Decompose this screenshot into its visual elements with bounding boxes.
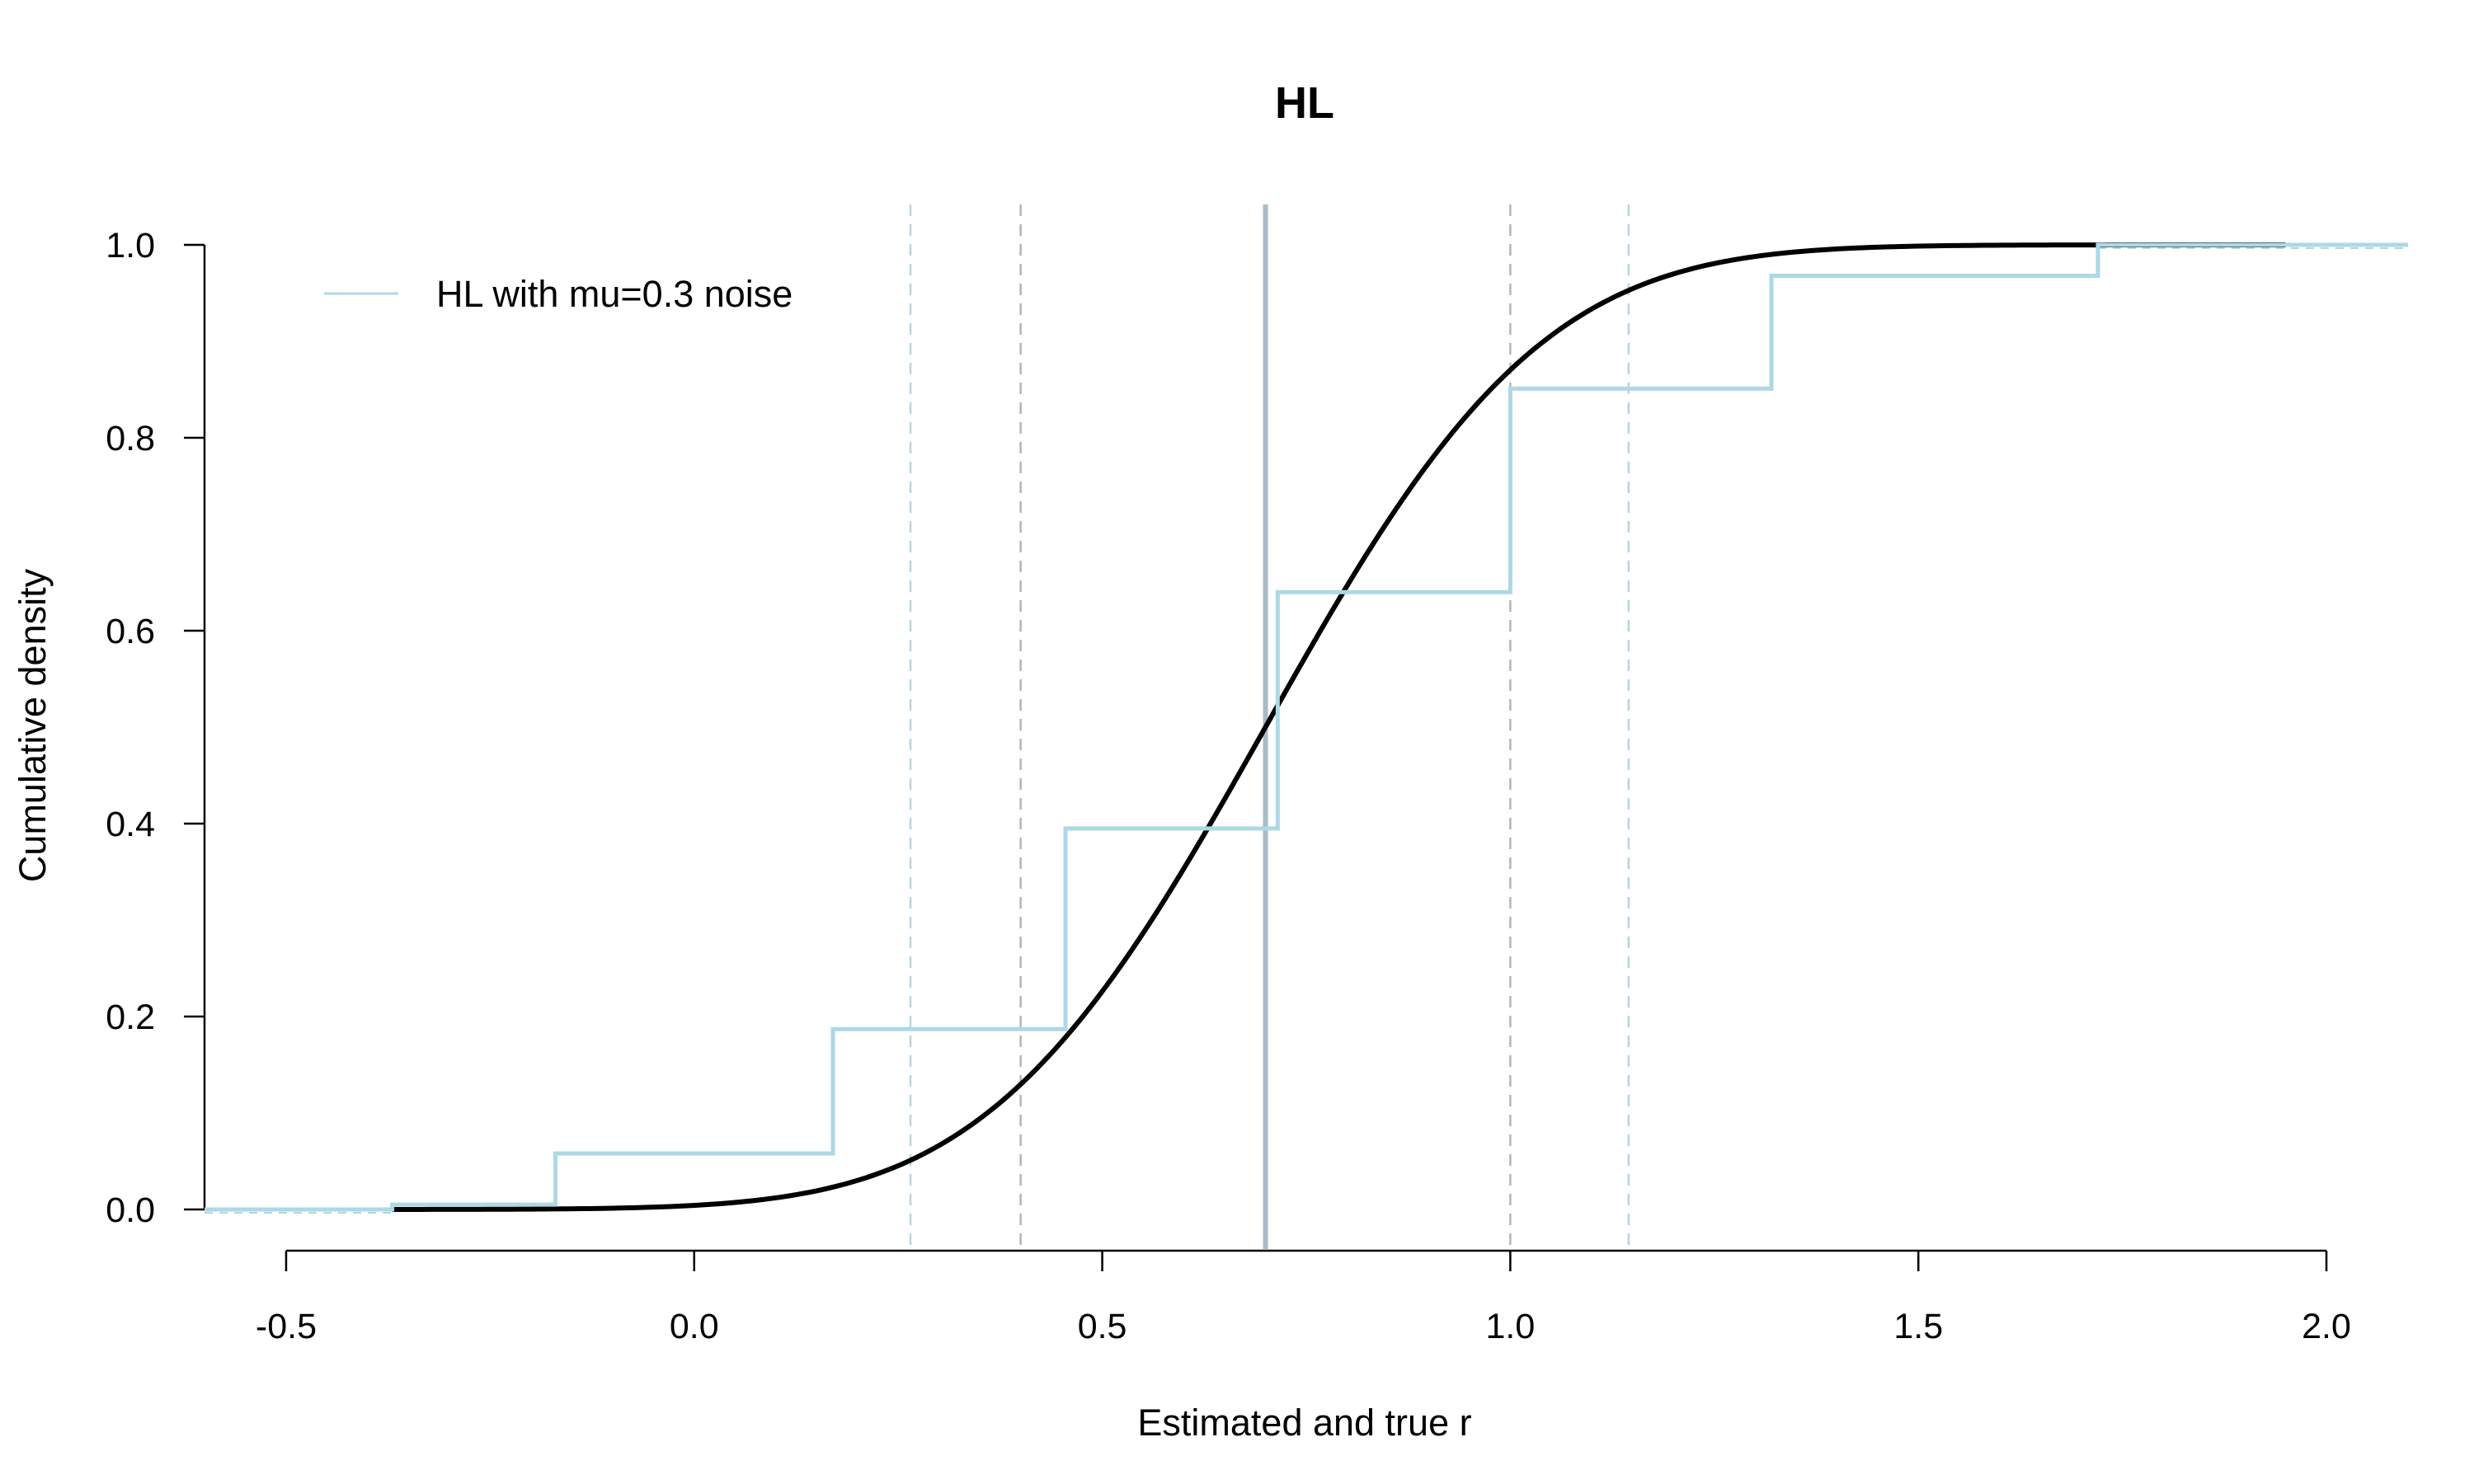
chart-title: HL bbox=[1275, 78, 1334, 128]
x-tick-label: 1.0 bbox=[1486, 1307, 1536, 1346]
true-cdf-curve bbox=[392, 242, 2286, 1212]
y-tick-label: 0.2 bbox=[106, 998, 155, 1037]
y-tick-label: 0.4 bbox=[106, 805, 155, 844]
x-tick-label: 2.0 bbox=[2302, 1307, 2351, 1346]
x-tick-label: 0.0 bbox=[670, 1307, 719, 1346]
step-series-0 bbox=[205, 242, 2408, 1212]
y-axis: 0.0 0.2 0.4 0.6 0.8 1.0 bbox=[106, 226, 206, 1230]
legend: HL with mu=0.3 noise bbox=[324, 273, 793, 315]
x-tick-label: 1.5 bbox=[1893, 1307, 1943, 1346]
y-tick-label: 0.8 bbox=[106, 419, 155, 458]
x-axis: -0.5 0.0 0.5 1.0 1.5 2.0 bbox=[256, 1249, 2351, 1346]
y-axis-title: Cumulative density bbox=[12, 568, 54, 882]
x-tick-label: -0.5 bbox=[256, 1307, 317, 1346]
legend-label: HL with mu=0.3 noise bbox=[436, 273, 793, 315]
x-axis-title: Estimated and true r bbox=[1137, 1402, 1471, 1444]
y-tick-label: 1.0 bbox=[106, 226, 155, 265]
series-layer bbox=[205, 242, 2408, 1214]
y-tick-label: 0.0 bbox=[106, 1190, 155, 1230]
x-tick-label: 0.5 bbox=[1078, 1307, 1127, 1346]
y-tick-label: 0.6 bbox=[106, 612, 155, 651]
